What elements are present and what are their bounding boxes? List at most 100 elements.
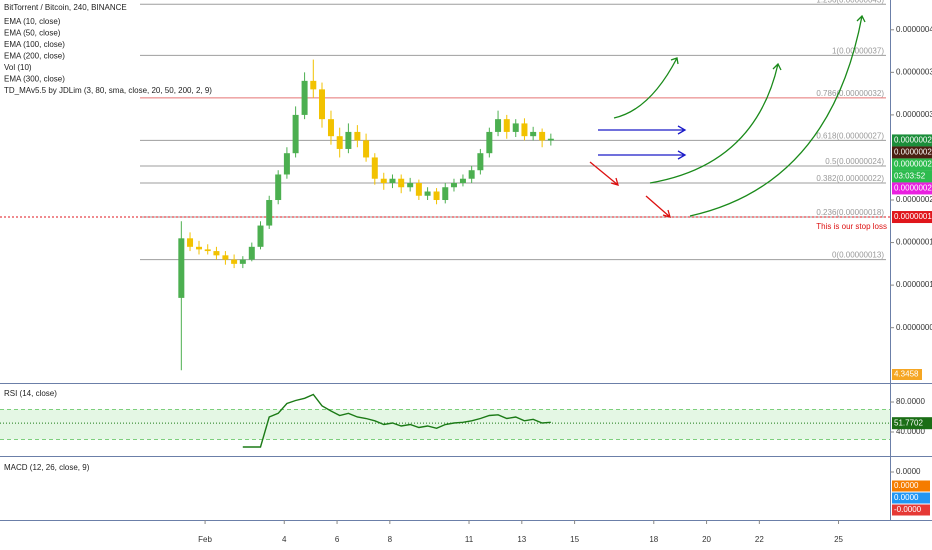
rsi-title: RSI (14, close) — [4, 389, 57, 398]
candle — [248, 242, 255, 262]
candle — [486, 127, 493, 158]
x-tick-label: 4 — [282, 535, 287, 544]
candle-body — [468, 170, 475, 179]
price-tag-label: 0.00000018 — [894, 212, 932, 221]
fib-label: 0.5(0.00000024) — [825, 157, 884, 166]
candle-body — [389, 178, 396, 183]
x-tick-label: 13 — [517, 535, 526, 544]
candle — [213, 246, 220, 260]
candle-body — [512, 123, 519, 132]
fib-label: 0.618(0.00000027) — [816, 132, 884, 141]
candle-body — [415, 182, 422, 196]
x-tick-label: 11 — [465, 535, 474, 544]
candle-body — [371, 157, 378, 179]
candle — [407, 177, 414, 192]
y-tick-label: 0.00000035 — [896, 67, 932, 76]
candle-body — [196, 246, 203, 250]
candle-body — [547, 138, 554, 141]
price-tag-label: 0.00000027 — [894, 160, 932, 169]
fib-label: 0(0.00000013) — [832, 251, 884, 260]
indicator: Vol (10) — [4, 63, 32, 72]
candle-body — [345, 131, 352, 149]
candle-body — [178, 238, 185, 298]
candle-body — [292, 114, 299, 154]
candle-body — [407, 182, 414, 188]
price-tag — [892, 146, 932, 159]
candle-body — [239, 259, 246, 264]
candle — [380, 172, 387, 190]
candle — [283, 147, 290, 179]
candle-body — [450, 182, 457, 188]
rsi-line — [242, 393, 551, 448]
candle — [415, 179, 422, 201]
candle-body — [503, 119, 510, 132]
candle — [204, 244, 211, 255]
red-arrow — [645, 195, 671, 218]
candle — [389, 174, 396, 189]
macd-title: MACD (12, 26, close, 9) — [4, 463, 90, 472]
candle-body — [222, 255, 229, 260]
candle — [257, 221, 264, 250]
candle-body — [310, 80, 317, 90]
candle — [266, 195, 273, 229]
candle — [301, 72, 308, 120]
candle — [539, 128, 546, 148]
candle — [275, 170, 282, 205]
green-arrow — [613, 57, 679, 119]
candle — [521, 118, 528, 141]
macd-tag-label: 0.0000 — [894, 493, 919, 502]
candle-body — [521, 123, 528, 137]
candle — [345, 123, 352, 154]
indicator: EMA (10, close) — [4, 17, 61, 26]
candle-body — [248, 246, 255, 260]
indicator: EMA (200, close) — [4, 52, 65, 61]
labels: BitTorrent / Bitcoin, 240, BINANCE EMA (… — [4, 3, 887, 472]
macd-tag — [892, 492, 930, 504]
symbol-title: BitTorrent / Bitcoin, 240, BINANCE — [4, 3, 127, 12]
candle-body — [275, 174, 282, 201]
fib-label: 1.236(0.00000043) — [816, 0, 884, 4]
price-tag-label: 0.00000027 — [894, 148, 932, 157]
price-tag — [892, 134, 932, 147]
candle-body — [424, 191, 431, 196]
candle — [495, 110, 502, 137]
candle-body — [213, 251, 220, 256]
candle — [424, 187, 431, 201]
y-tick-label: 0.00000015 — [896, 238, 932, 247]
fib-label: 0.236(0.00000018) — [816, 208, 884, 217]
volume-tag-label: 4.3458 — [894, 370, 919, 379]
candle — [222, 251, 229, 265]
candle-body — [354, 131, 361, 141]
candle-body — [204, 249, 211, 252]
x-tick-label: 22 — [755, 535, 764, 544]
price-tag — [892, 211, 932, 224]
candle — [477, 148, 484, 175]
candle — [530, 126, 537, 141]
indicator: TD_MAv5.5 by JDLim (3, 80, sma, close, 2… — [4, 86, 212, 95]
x-tick-label: 18 — [649, 535, 658, 544]
candle-body — [530, 131, 537, 137]
candle — [503, 114, 510, 139]
arrows — [589, 14, 866, 218]
candle-body — [539, 131, 546, 141]
candle-body — [363, 140, 370, 158]
candle-body — [327, 119, 334, 137]
candle — [433, 188, 440, 205]
price-tag — [892, 170, 932, 183]
candle-body — [187, 238, 194, 247]
fib-label: 0.786(0.00000032) — [816, 89, 884, 98]
marks: 0.00000027 0.00000027 0.00000027 03:03:52 0.… — [178, 59, 932, 516]
candle — [363, 133, 370, 162]
blue-arrow — [598, 125, 687, 135]
candle — [354, 125, 361, 148]
candle — [327, 110, 334, 145]
x-tick-label: 20 — [702, 535, 711, 544]
price-tag — [892, 158, 932, 171]
candle-body — [301, 80, 308, 115]
macd-tag — [892, 504, 930, 516]
rsi-tag — [892, 417, 932, 430]
candle-body — [459, 178, 466, 183]
candle-body — [231, 259, 238, 264]
